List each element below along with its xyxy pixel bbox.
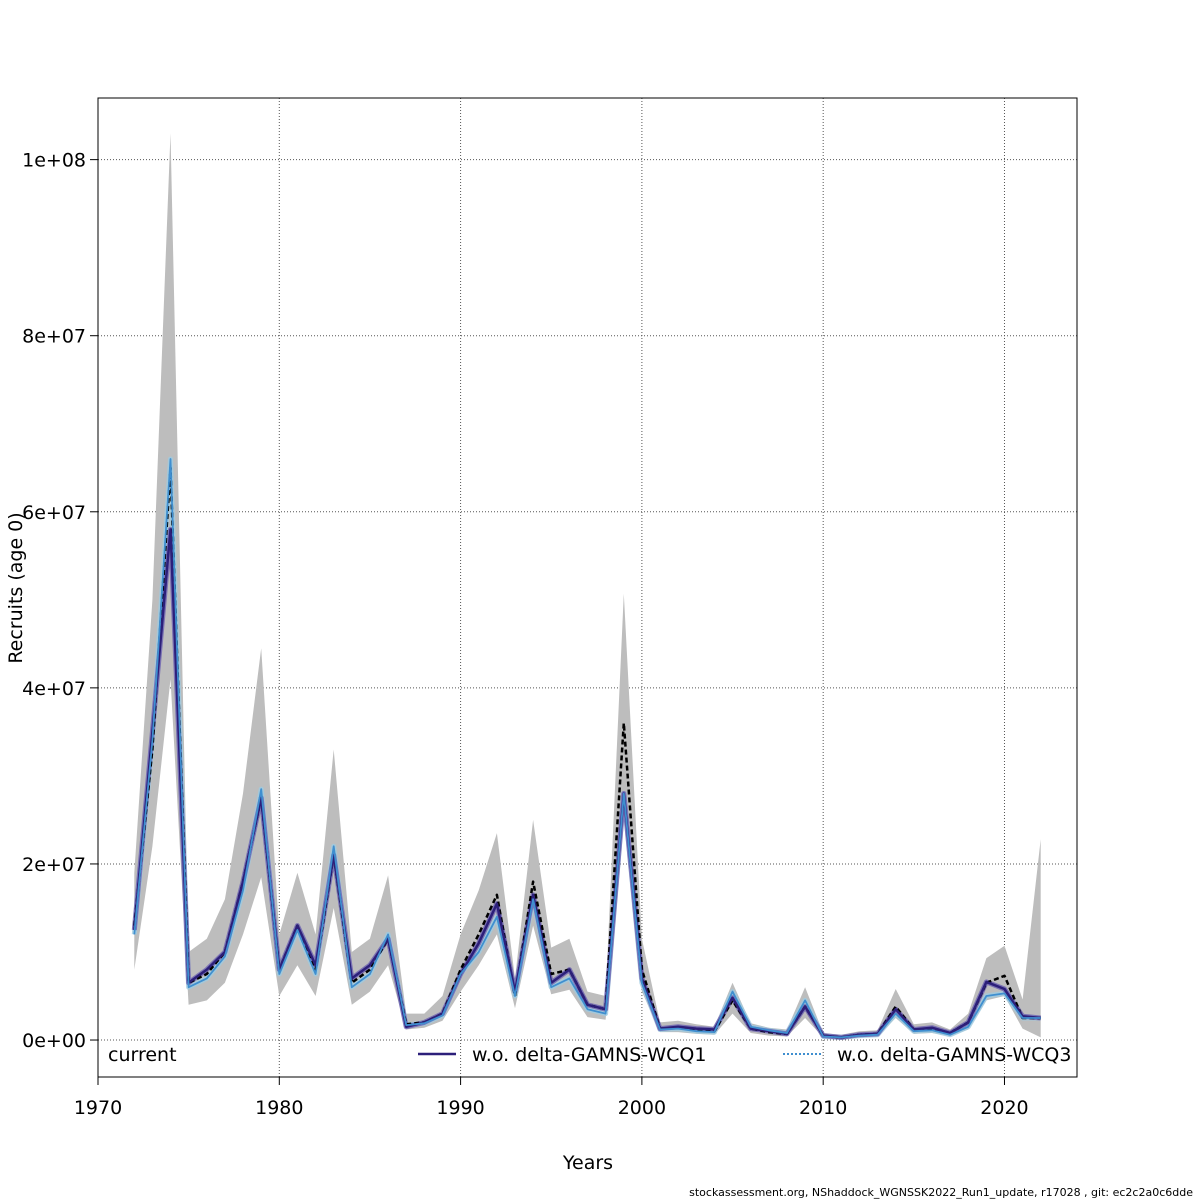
confidence-bands bbox=[131, 133, 1041, 1040]
y-tick-label: 8e+07 bbox=[22, 326, 86, 348]
legend: current w.o. delta-GAMNS-WCQ1 w.o. delta… bbox=[108, 1044, 1071, 1066]
legend-label-current: current bbox=[108, 1044, 177, 1066]
x-axis-title: Years bbox=[562, 1152, 613, 1174]
x-axis: 1970 1980 1990 2000 2010 2020 bbox=[74, 1076, 1029, 1119]
x-tick-label: 1980 bbox=[255, 1097, 303, 1119]
x-tick-label: 1970 bbox=[74, 1097, 122, 1119]
legend-label-wcq3: w.o. delta-GAMNS-WCQ3 bbox=[837, 1044, 1071, 1066]
halo-wcq3 bbox=[131, 456, 1041, 1040]
series-line-wcq3 bbox=[133, 458, 1041, 1039]
x-tick-label: 2020 bbox=[980, 1097, 1028, 1119]
y-tick-label: 4e+07 bbox=[22, 678, 86, 700]
series-line-current bbox=[133, 466, 1041, 1039]
series-lines bbox=[133, 458, 1041, 1039]
x-tick-label: 2010 bbox=[799, 1097, 847, 1119]
y-tick-label: 0e+00 bbox=[22, 1030, 86, 1052]
footer-credit: stockassessment.org, NShaddock_WGNSSK202… bbox=[689, 1186, 1193, 1199]
y-tick-label: 2e+07 bbox=[22, 854, 86, 876]
y-axis-title: Recruits (age 0) bbox=[5, 512, 27, 663]
y-tick-label: 1e+08 bbox=[22, 150, 86, 172]
legend-label-wcq1: w.o. delta-GAMNS-WCQ1 bbox=[472, 1044, 706, 1066]
halo-wcq1 bbox=[131, 526, 1041, 1040]
y-tick-label: 6e+07 bbox=[22, 502, 86, 524]
grid bbox=[98, 98, 1077, 1077]
plot-frame bbox=[97, 97, 1078, 1078]
x-tick-label: 1990 bbox=[436, 1097, 484, 1119]
series-line-wcq1 bbox=[133, 528, 1041, 1039]
y-axis: 0e+00 2e+07 4e+07 6e+07 8e+07 1e+08 bbox=[22, 150, 98, 1052]
x-tick-label: 2000 bbox=[618, 1097, 666, 1119]
